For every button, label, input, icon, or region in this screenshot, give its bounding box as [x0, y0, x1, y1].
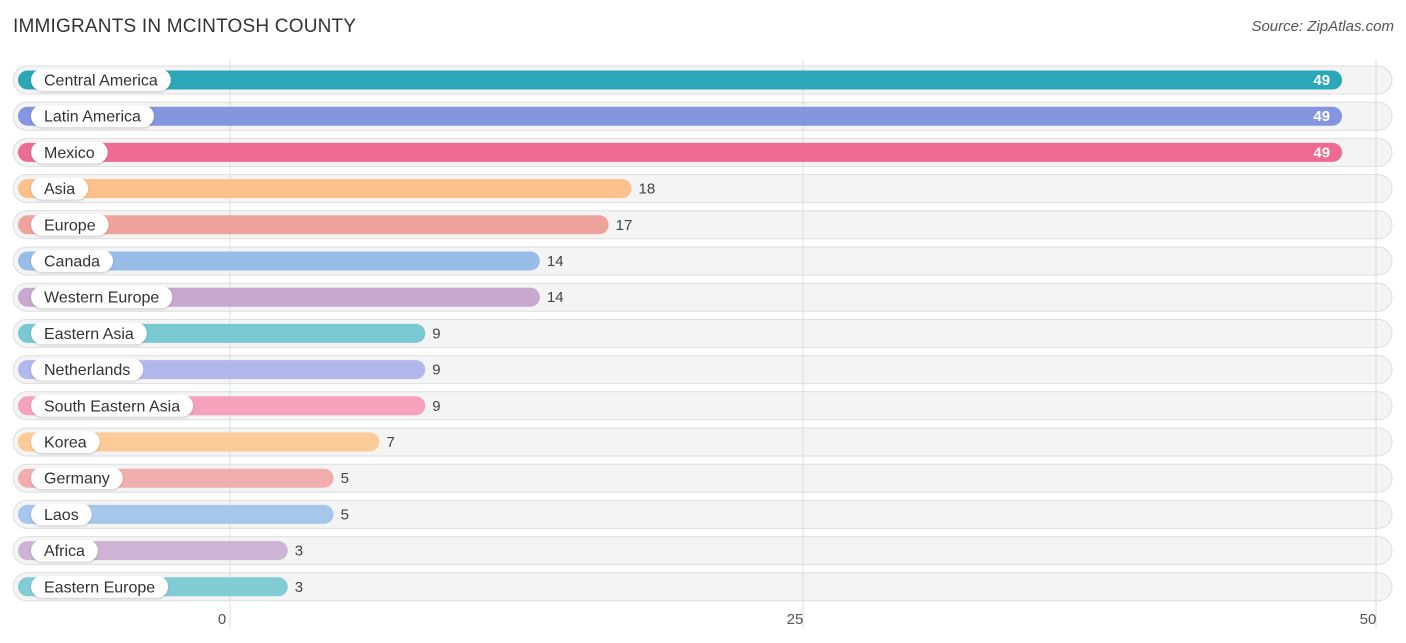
value-label: 9 — [432, 362, 440, 379]
value-label: 49 — [1313, 72, 1330, 89]
value-label: 7 — [386, 434, 394, 451]
row-background — [12, 572, 1393, 602]
row-background — [12, 536, 1393, 566]
category-label-pill — [31, 467, 123, 490]
category-label: Korea — [44, 435, 87, 452]
category-label-pill — [31, 394, 194, 417]
value-label: 14 — [547, 289, 564, 306]
category-label-pill — [31, 286, 173, 309]
value-label: 14 — [547, 253, 564, 270]
category-label-pill — [31, 539, 98, 562]
chart-title: IMMIGRANTS IN MCINTOSH COUNTY — [13, 16, 357, 37]
bar — [18, 106, 1343, 126]
category-label: Eastern Asia — [44, 326, 134, 343]
value-label: 5 — [341, 470, 349, 487]
category-label-pill — [31, 358, 144, 381]
value-label: 49 — [1313, 108, 1330, 125]
category-label: Germany — [44, 471, 110, 488]
category-label: South Eastern Asia — [44, 398, 180, 415]
bar — [18, 179, 632, 199]
row-background — [12, 499, 1393, 529]
category-label-pill — [31, 177, 89, 200]
bars: Central America 49 Latin America 49 Mexico 49… — [18, 69, 1343, 598]
category-label-pill — [31, 575, 169, 598]
category-label: Mexico — [44, 145, 95, 162]
value-label: 17 — [616, 217, 633, 234]
category-label: Netherlands — [44, 362, 130, 379]
category-label-pill — [31, 69, 171, 91]
row-background — [12, 463, 1393, 493]
value-label: 5 — [341, 506, 349, 523]
bar — [18, 432, 380, 452]
category-label-pill — [31, 503, 92, 526]
category-label-pill — [31, 141, 108, 164]
value-label: 49 — [1313, 144, 1330, 161]
category-label: Asia — [44, 181, 75, 198]
category-label-pill — [31, 213, 109, 236]
category-label-pill — [31, 105, 154, 128]
bar — [18, 504, 334, 524]
category-label: Central America — [44, 73, 158, 90]
bar — [18, 251, 540, 271]
bar — [18, 70, 1343, 90]
x-axis-ticks: 0 25 50 — [218, 611, 1377, 628]
category-label-pill — [31, 250, 114, 272]
bar — [18, 215, 609, 235]
x-tick-label: 0 — [218, 611, 226, 628]
x-tick-label: 50 — [1360, 611, 1377, 628]
category-label: Africa — [44, 543, 85, 560]
category-label: Western Europe — [44, 290, 159, 307]
category-label: Eastern Europe — [44, 579, 155, 596]
category-label-pill — [31, 322, 147, 345]
x-tick-label: 25 — [787, 611, 804, 628]
value-label: 3 — [295, 543, 303, 560]
value-label: 9 — [432, 325, 440, 342]
value-label: 9 — [432, 398, 440, 415]
bar — [18, 142, 1343, 162]
category-label: Europe — [44, 217, 96, 234]
category-label: Latin America — [44, 109, 141, 126]
category-label: Canada — [44, 254, 100, 271]
source-note: Source: ZipAtlas.com — [1251, 18, 1394, 35]
value-label: 3 — [295, 579, 303, 596]
category-label: Laos — [44, 507, 79, 524]
category-label-pill — [31, 431, 100, 453]
value-label: 18 — [639, 181, 656, 198]
